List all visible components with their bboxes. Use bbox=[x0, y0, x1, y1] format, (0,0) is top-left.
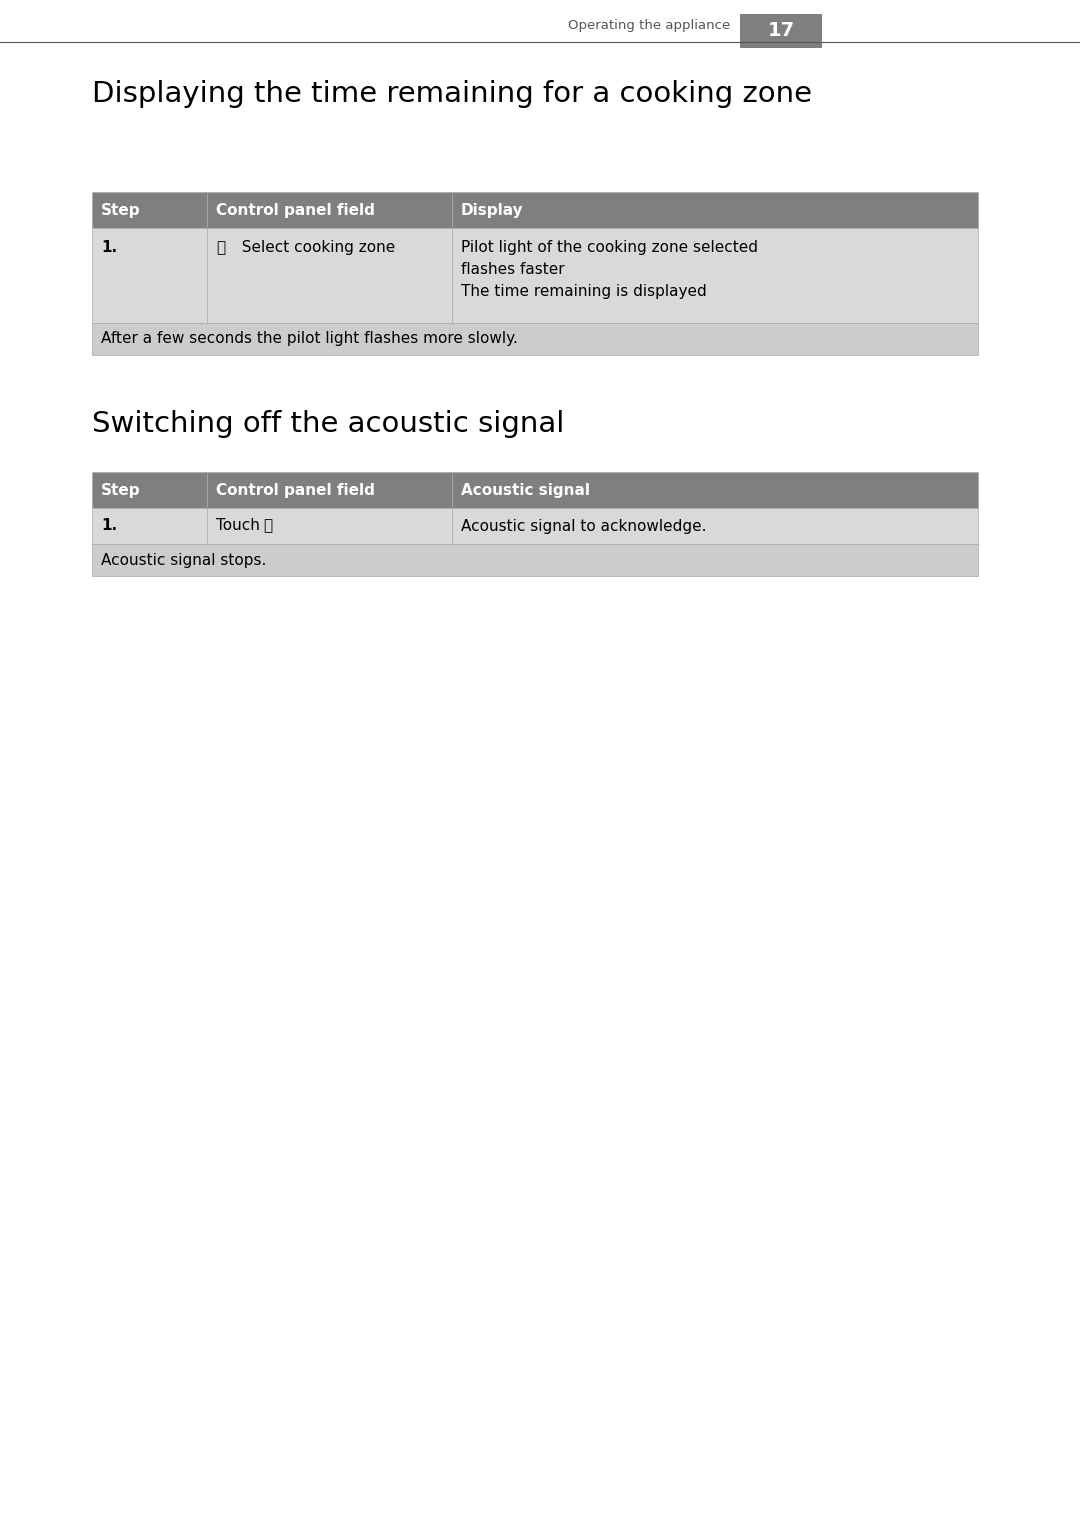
Text: Step: Step bbox=[102, 483, 140, 497]
FancyBboxPatch shape bbox=[92, 508, 207, 544]
FancyBboxPatch shape bbox=[92, 323, 978, 355]
FancyBboxPatch shape bbox=[92, 228, 207, 323]
FancyBboxPatch shape bbox=[207, 228, 453, 323]
Text: 17: 17 bbox=[768, 21, 795, 40]
Text: Select cooking zone: Select cooking zone bbox=[232, 240, 395, 255]
Text: Pilot light of the cooking zone selected
flashes faster
The time remaining is di: Pilot light of the cooking zone selected… bbox=[461, 240, 758, 300]
Text: ⌛: ⌛ bbox=[216, 240, 225, 255]
Text: Control panel field: Control panel field bbox=[216, 202, 375, 217]
Text: Step: Step bbox=[102, 202, 140, 217]
Text: Acoustic signal to acknowledge.: Acoustic signal to acknowledge. bbox=[461, 518, 706, 534]
FancyBboxPatch shape bbox=[92, 544, 978, 576]
Text: Switching off the acoustic signal: Switching off the acoustic signal bbox=[92, 410, 565, 437]
Text: Acoustic signal stops.: Acoustic signal stops. bbox=[102, 552, 267, 567]
FancyBboxPatch shape bbox=[453, 228, 978, 323]
Text: Displaying the time remaining for a cooking zone: Displaying the time remaining for a cook… bbox=[92, 80, 812, 109]
FancyBboxPatch shape bbox=[453, 193, 978, 228]
Text: Control panel field: Control panel field bbox=[216, 483, 375, 497]
Text: 1.: 1. bbox=[102, 518, 117, 534]
FancyBboxPatch shape bbox=[453, 508, 978, 544]
Text: Acoustic signal: Acoustic signal bbox=[461, 483, 590, 497]
Text: After a few seconds the pilot light flashes more slowly.: After a few seconds the pilot light flas… bbox=[102, 332, 518, 347]
FancyBboxPatch shape bbox=[92, 193, 207, 228]
FancyBboxPatch shape bbox=[207, 472, 453, 508]
FancyBboxPatch shape bbox=[92, 472, 207, 508]
FancyBboxPatch shape bbox=[453, 472, 978, 508]
Text: Display: Display bbox=[461, 202, 524, 217]
FancyBboxPatch shape bbox=[740, 14, 822, 47]
Text: Touch: Touch bbox=[216, 518, 265, 534]
Text: 1.: 1. bbox=[102, 240, 117, 255]
Text: Operating the appliance: Operating the appliance bbox=[568, 18, 730, 32]
FancyBboxPatch shape bbox=[207, 508, 453, 544]
Text: ⌛: ⌛ bbox=[264, 518, 272, 534]
FancyBboxPatch shape bbox=[207, 193, 453, 228]
